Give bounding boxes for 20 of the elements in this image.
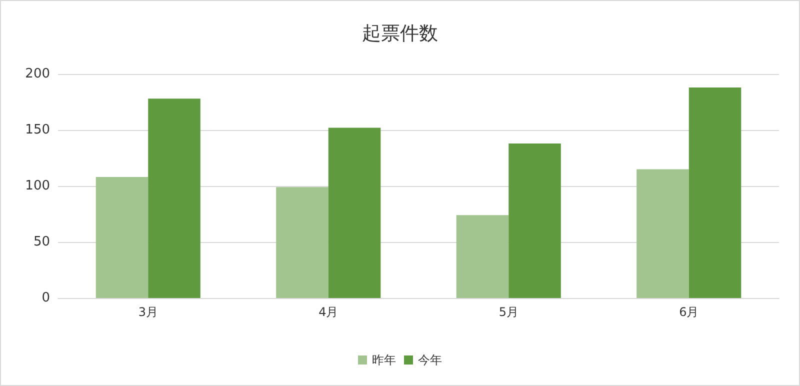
y-tick-label: 50 bbox=[33, 234, 50, 250]
chart-title: 起票件数 bbox=[362, 22, 438, 44]
bar bbox=[636, 169, 689, 298]
legend-label: 昨年 bbox=[372, 353, 396, 367]
y-tick-label: 150 bbox=[25, 122, 50, 138]
x-tick-label: 3月 bbox=[138, 305, 158, 319]
x-tick-label: 6月 bbox=[679, 305, 699, 319]
bar bbox=[688, 87, 742, 298]
x-tick-label: 4月 bbox=[318, 305, 338, 319]
y-tick-label: 0 bbox=[42, 290, 50, 306]
bar bbox=[328, 128, 381, 298]
legend-label: 今年 bbox=[418, 353, 442, 367]
bar bbox=[148, 98, 200, 298]
y-tick-label: 100 bbox=[25, 178, 50, 194]
bar bbox=[508, 143, 561, 298]
bar bbox=[456, 215, 509, 298]
bar bbox=[96, 177, 148, 298]
x-tick-label: 5月 bbox=[498, 305, 518, 319]
y-tick-label: 200 bbox=[25, 66, 50, 82]
bar bbox=[276, 187, 328, 298]
